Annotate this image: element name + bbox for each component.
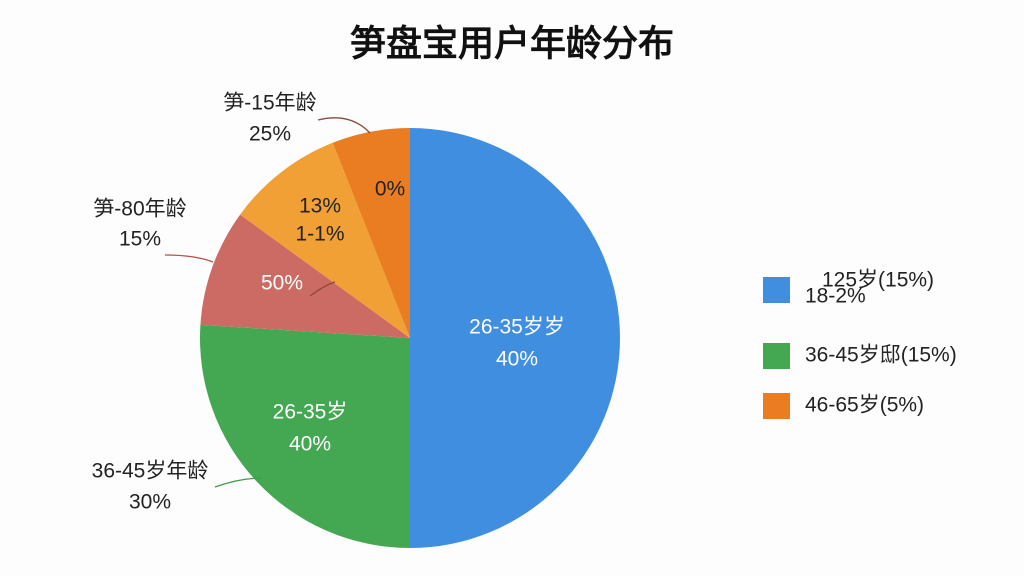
pie: [199, 128, 620, 548]
slice-text: 26-35岁岁: [469, 316, 565, 339]
slice-text: 40%: [289, 433, 331, 456]
chart-title: 笋盘宝用户年龄分布: [350, 23, 674, 64]
legend-label: 46-65岁(5%): [805, 394, 924, 417]
legend-label: 36-45岁邸(15%): [805, 344, 957, 367]
callout: 15%: [119, 228, 161, 251]
legend-label: 18-2%: [805, 285, 866, 308]
pie-slice: [240, 142, 410, 338]
slice-text: 1-1%: [295, 223, 344, 246]
leader-line: [317, 117, 371, 134]
callout: 25%: [249, 123, 291, 146]
callout: 36-45岁年龄: [92, 460, 209, 483]
slice-text: 50%: [261, 272, 303, 295]
pie-slice: [332, 128, 410, 338]
pie-slice: [199, 324, 410, 548]
legend-swatch: [763, 393, 790, 419]
leader-line: [309, 281, 336, 297]
legend-swatch: [763, 277, 790, 303]
callout: 30%: [129, 491, 171, 514]
legend-label: 125岁(15%): [822, 269, 934, 292]
slice-text: 26-35岁: [273, 401, 348, 424]
slice-text: 0%: [375, 178, 405, 201]
pie-slice: [200, 214, 410, 338]
leader-line: [214, 477, 263, 488]
callout: 笋-15年龄: [223, 92, 316, 115]
callout: 笋-80年龄: [93, 198, 186, 221]
legend-swatch: [763, 343, 790, 369]
pie-slice: [410, 128, 620, 548]
slice-text: 40%: [496, 348, 538, 371]
legend: 125岁(15%)18-2% 36-45岁邸(15%) 46-65岁(5%): [763, 269, 957, 419]
slice-text: 13%: [299, 195, 341, 218]
leader-line: [164, 254, 214, 263]
